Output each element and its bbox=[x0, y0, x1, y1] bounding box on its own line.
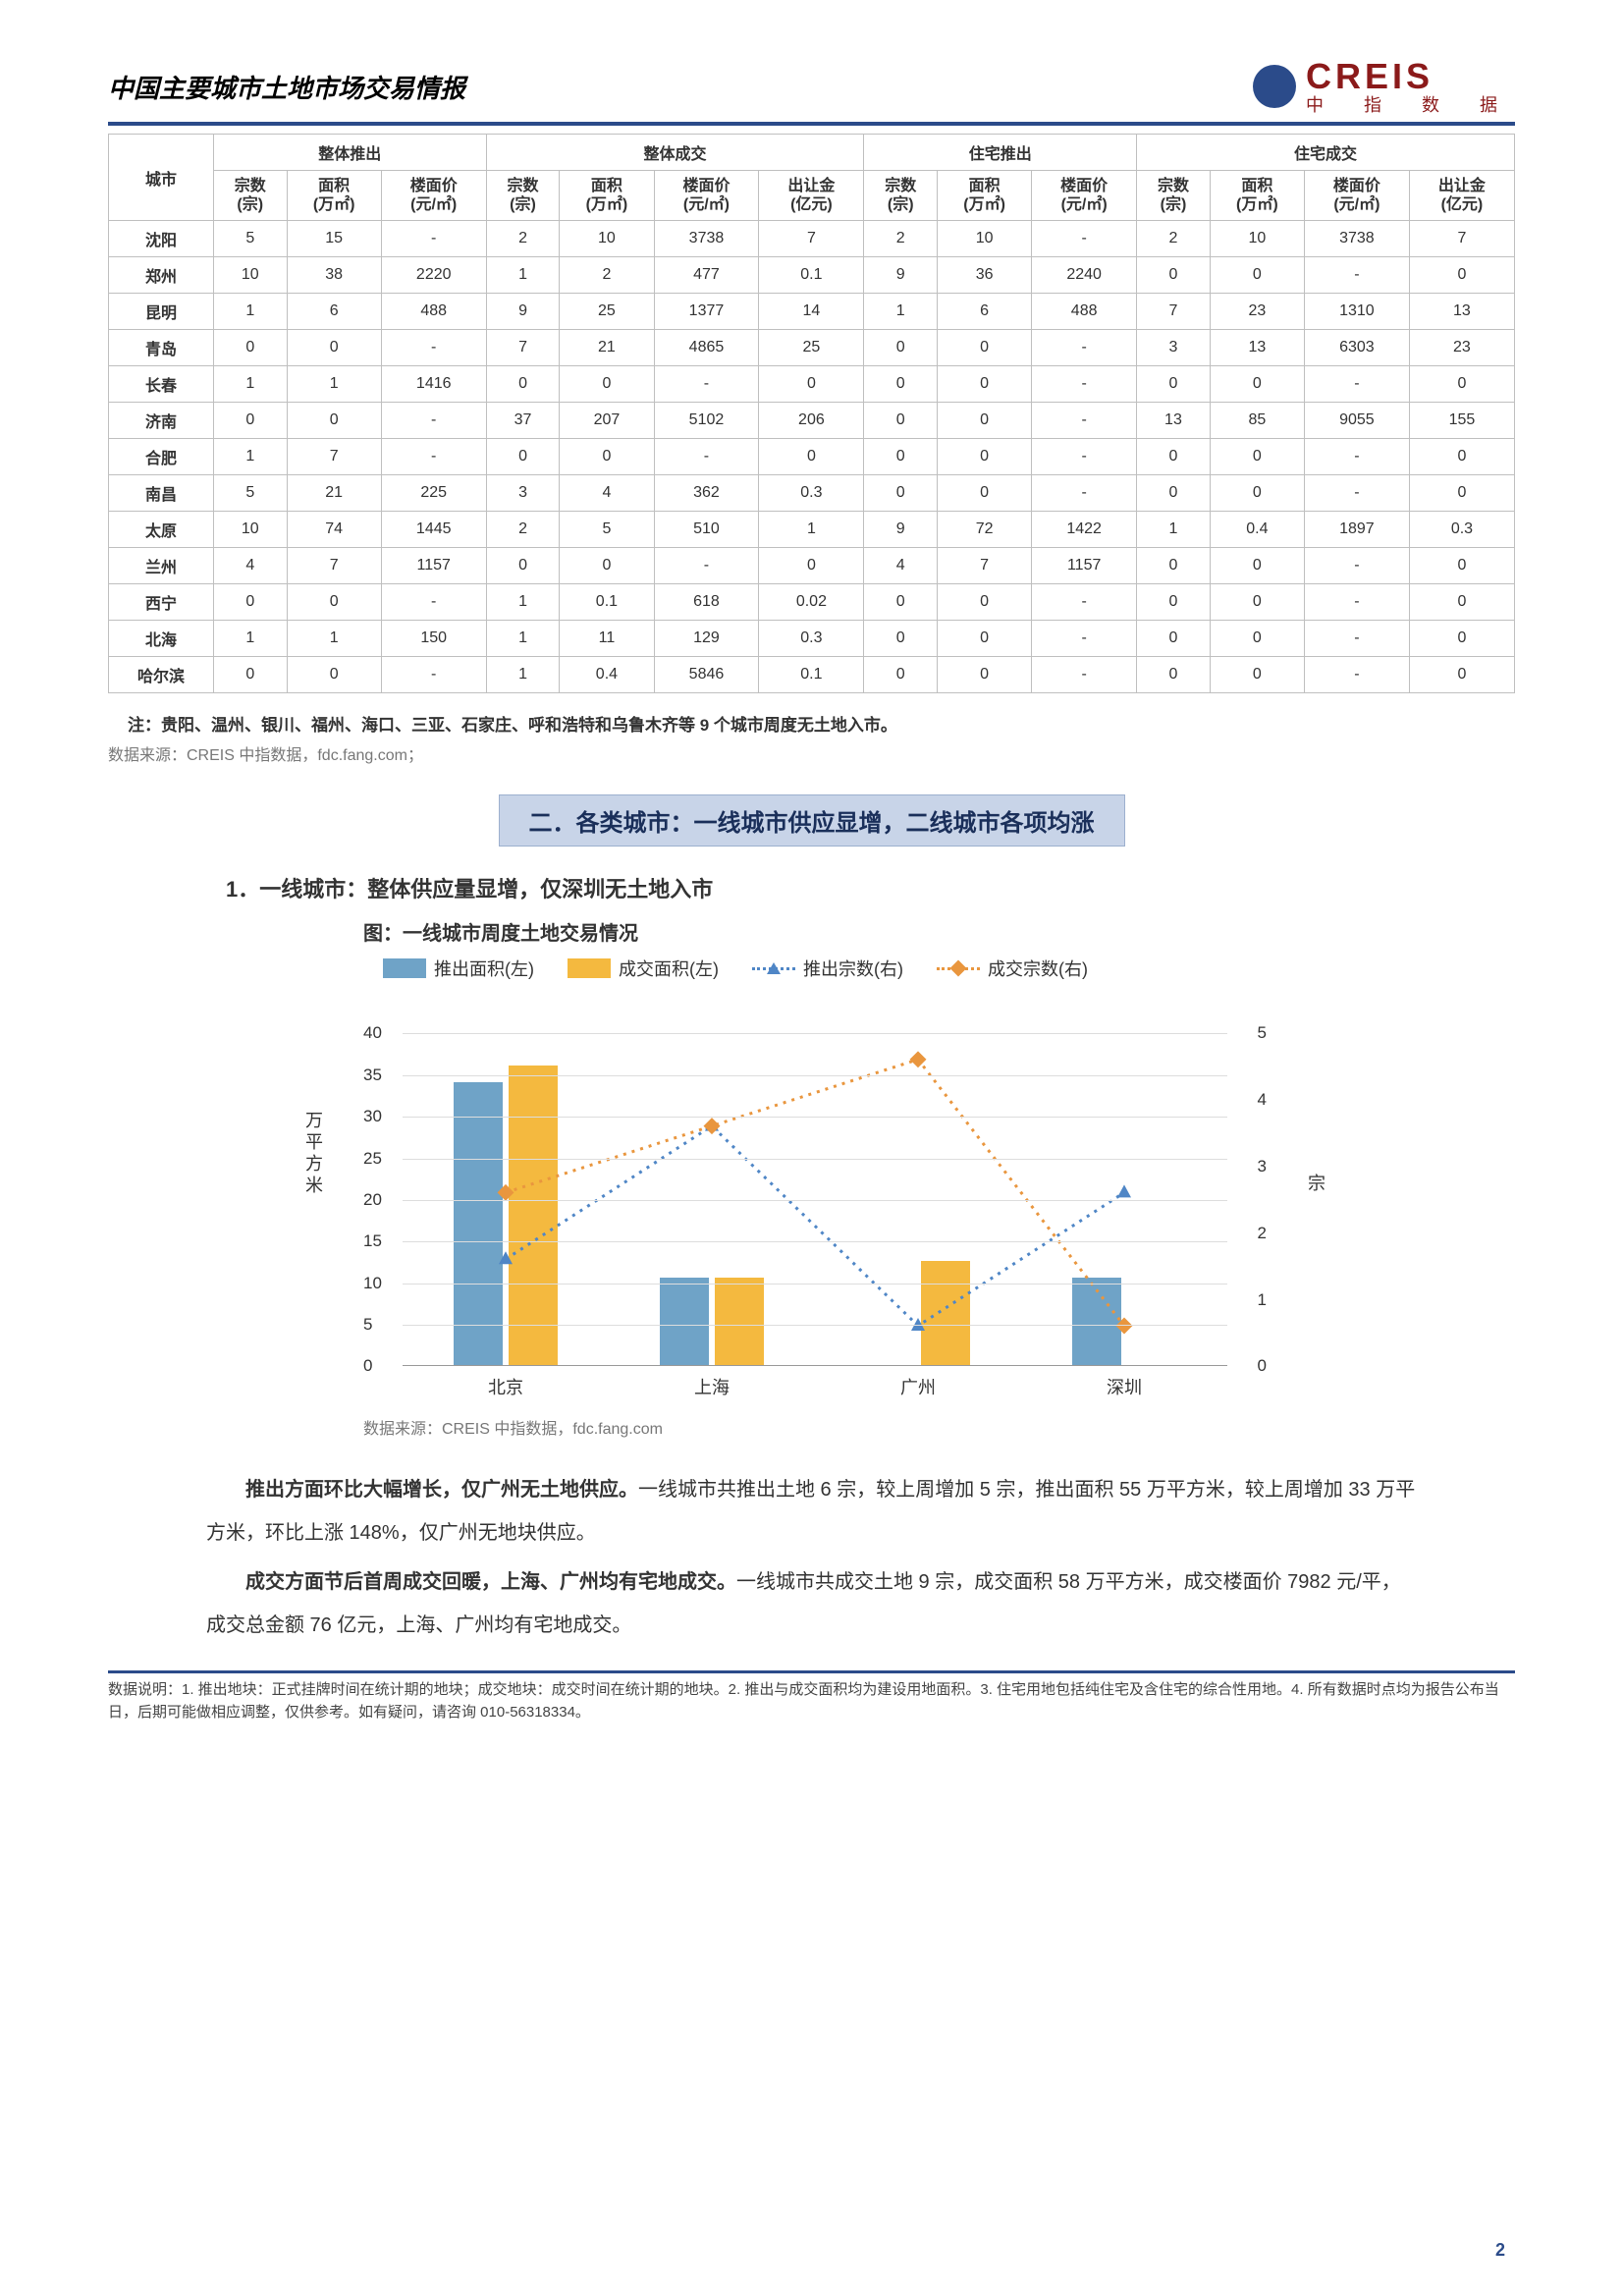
table-body: 沈阳515-21037387210-21037387郑州103822201247… bbox=[109, 221, 1515, 693]
chart: 推出面积(左) 成交面积(左) 推出宗数(右) 成交宗数(右) 万平方米 宗 0… bbox=[324, 956, 1306, 1405]
table-row: 兰州47115700-047115700-0 bbox=[109, 548, 1515, 584]
legend-label: 成交宗数(右) bbox=[988, 956, 1088, 981]
doc-title: 中国主要城市土地市场交易情报 bbox=[108, 69, 465, 105]
logo-en: CREIS bbox=[1306, 59, 1515, 94]
chart-source: 数据来源：CREIS 中指数据，fdc.fang.com bbox=[363, 1415, 1515, 1439]
footer-rule bbox=[108, 1670, 1515, 1673]
body-paragraph: 推出方面环比大幅增长，仅广州无土地供应。一线城市共推出土地 6 宗，较上周增加 … bbox=[206, 1468, 1417, 1555]
legend-label: 推出宗数(右) bbox=[803, 956, 903, 981]
lines-layer bbox=[403, 993, 1227, 1326]
table-row: 长春11141600-000-00-0 bbox=[109, 366, 1515, 403]
chart-title: 图：一线城市周度土地交易情况 bbox=[363, 917, 1515, 946]
table-row: 西宁00-10.16180.0200-00-0 bbox=[109, 584, 1515, 621]
x-tick-label: 北京 bbox=[488, 1374, 523, 1399]
body-text-block: 推出方面环比大幅增长，仅广州无土地供应。一线城市共推出土地 6 宗，较上周增加 … bbox=[108, 1468, 1515, 1647]
x-axis bbox=[403, 1365, 1227, 1366]
logo: CREIS 中 指 数 据 bbox=[1253, 59, 1515, 114]
table-row: 南昌521225343620.300-00-0 bbox=[109, 475, 1515, 512]
legend-item: 成交面积(左) bbox=[568, 956, 719, 981]
table-note: 注：贵阳、温州、银川、福州、海口、三亚、石家庄、呼和浩特和乌鲁木齐等 9 个城市… bbox=[128, 711, 1515, 736]
table-source: 数据来源：CREIS 中指数据，fdc.fang.com； bbox=[108, 741, 1515, 765]
table-row: 济南00-37207510220600-13859055155 bbox=[109, 403, 1515, 439]
logo-icon bbox=[1253, 65, 1296, 108]
y-axis-left-label: 万平方米 bbox=[300, 1111, 326, 1197]
table-row: 合肥17-00-000-00-0 bbox=[109, 439, 1515, 475]
header-rule bbox=[108, 122, 1515, 126]
table-row: 沈阳515-21037387210-21037387 bbox=[109, 221, 1515, 257]
x-tick-label: 广州 bbox=[900, 1374, 936, 1399]
sub-title: 1．一线城市：整体供应量显增，仅深圳无土地入市 bbox=[226, 872, 1515, 903]
y-axis-right-label: 宗 bbox=[1308, 1170, 1325, 1195]
table-row: 哈尔滨00-10.458460.100-00-0 bbox=[109, 657, 1515, 693]
x-tick-label: 上海 bbox=[694, 1374, 730, 1399]
table-row: 昆明1648892513771416488723131013 bbox=[109, 294, 1515, 330]
page-number: 2 bbox=[1495, 2240, 1505, 2261]
table-row: 北海111501111290.300-00-0 bbox=[109, 621, 1515, 657]
section-title-wrap: 二．各类城市：一线城市供应显增，二线城市各项均涨 bbox=[108, 794, 1515, 847]
legend-label: 成交面积(左) bbox=[619, 956, 719, 981]
legend-item: 推出宗数(右) bbox=[752, 956, 903, 981]
table-row: 郑州10382220124770.1936224000-0 bbox=[109, 257, 1515, 294]
x-tick-label: 深圳 bbox=[1107, 1374, 1142, 1399]
legend-item: 成交宗数(右) bbox=[937, 956, 1088, 981]
header: 中国主要城市土地市场交易情报 CREIS 中 指 数 据 bbox=[108, 59, 1515, 114]
legend-item: 推出面积(左) bbox=[383, 956, 534, 981]
chart-plot: 万平方米 宗 0510152025303540012345北京上海广州深圳 bbox=[344, 993, 1286, 1405]
table-head: 城市整体推出整体成交住宅推出住宅成交宗数 (宗)面积 (万㎡)楼面价 (元/㎡)… bbox=[109, 135, 1515, 221]
chart-legend: 推出面积(左) 成交面积(左) 推出宗数(右) 成交宗数(右) bbox=[383, 956, 1306, 981]
footer-note: 数据说明：1. 推出地块：正式挂牌时间在统计期的地块；成交地块：成交时间在统计期… bbox=[108, 1679, 1515, 1723]
logo-cn: 中 指 数 据 bbox=[1306, 96, 1515, 114]
data-table: 城市整体推出整体成交住宅推出住宅成交宗数 (宗)面积 (万㎡)楼面价 (元/㎡)… bbox=[108, 134, 1515, 693]
table-row: 青岛00-72148652500-313630323 bbox=[109, 330, 1515, 366]
section-title: 二．各类城市：一线城市供应显增，二线城市各项均涨 bbox=[499, 794, 1125, 847]
body-paragraph: 成交方面节后首周成交回暖，上海、广州均有宅地成交。一线城市共成交土地 9 宗，成… bbox=[206, 1560, 1417, 1647]
table-row: 太原10741445255101972142210.418970.3 bbox=[109, 512, 1515, 548]
legend-label: 推出面积(左) bbox=[434, 956, 534, 981]
